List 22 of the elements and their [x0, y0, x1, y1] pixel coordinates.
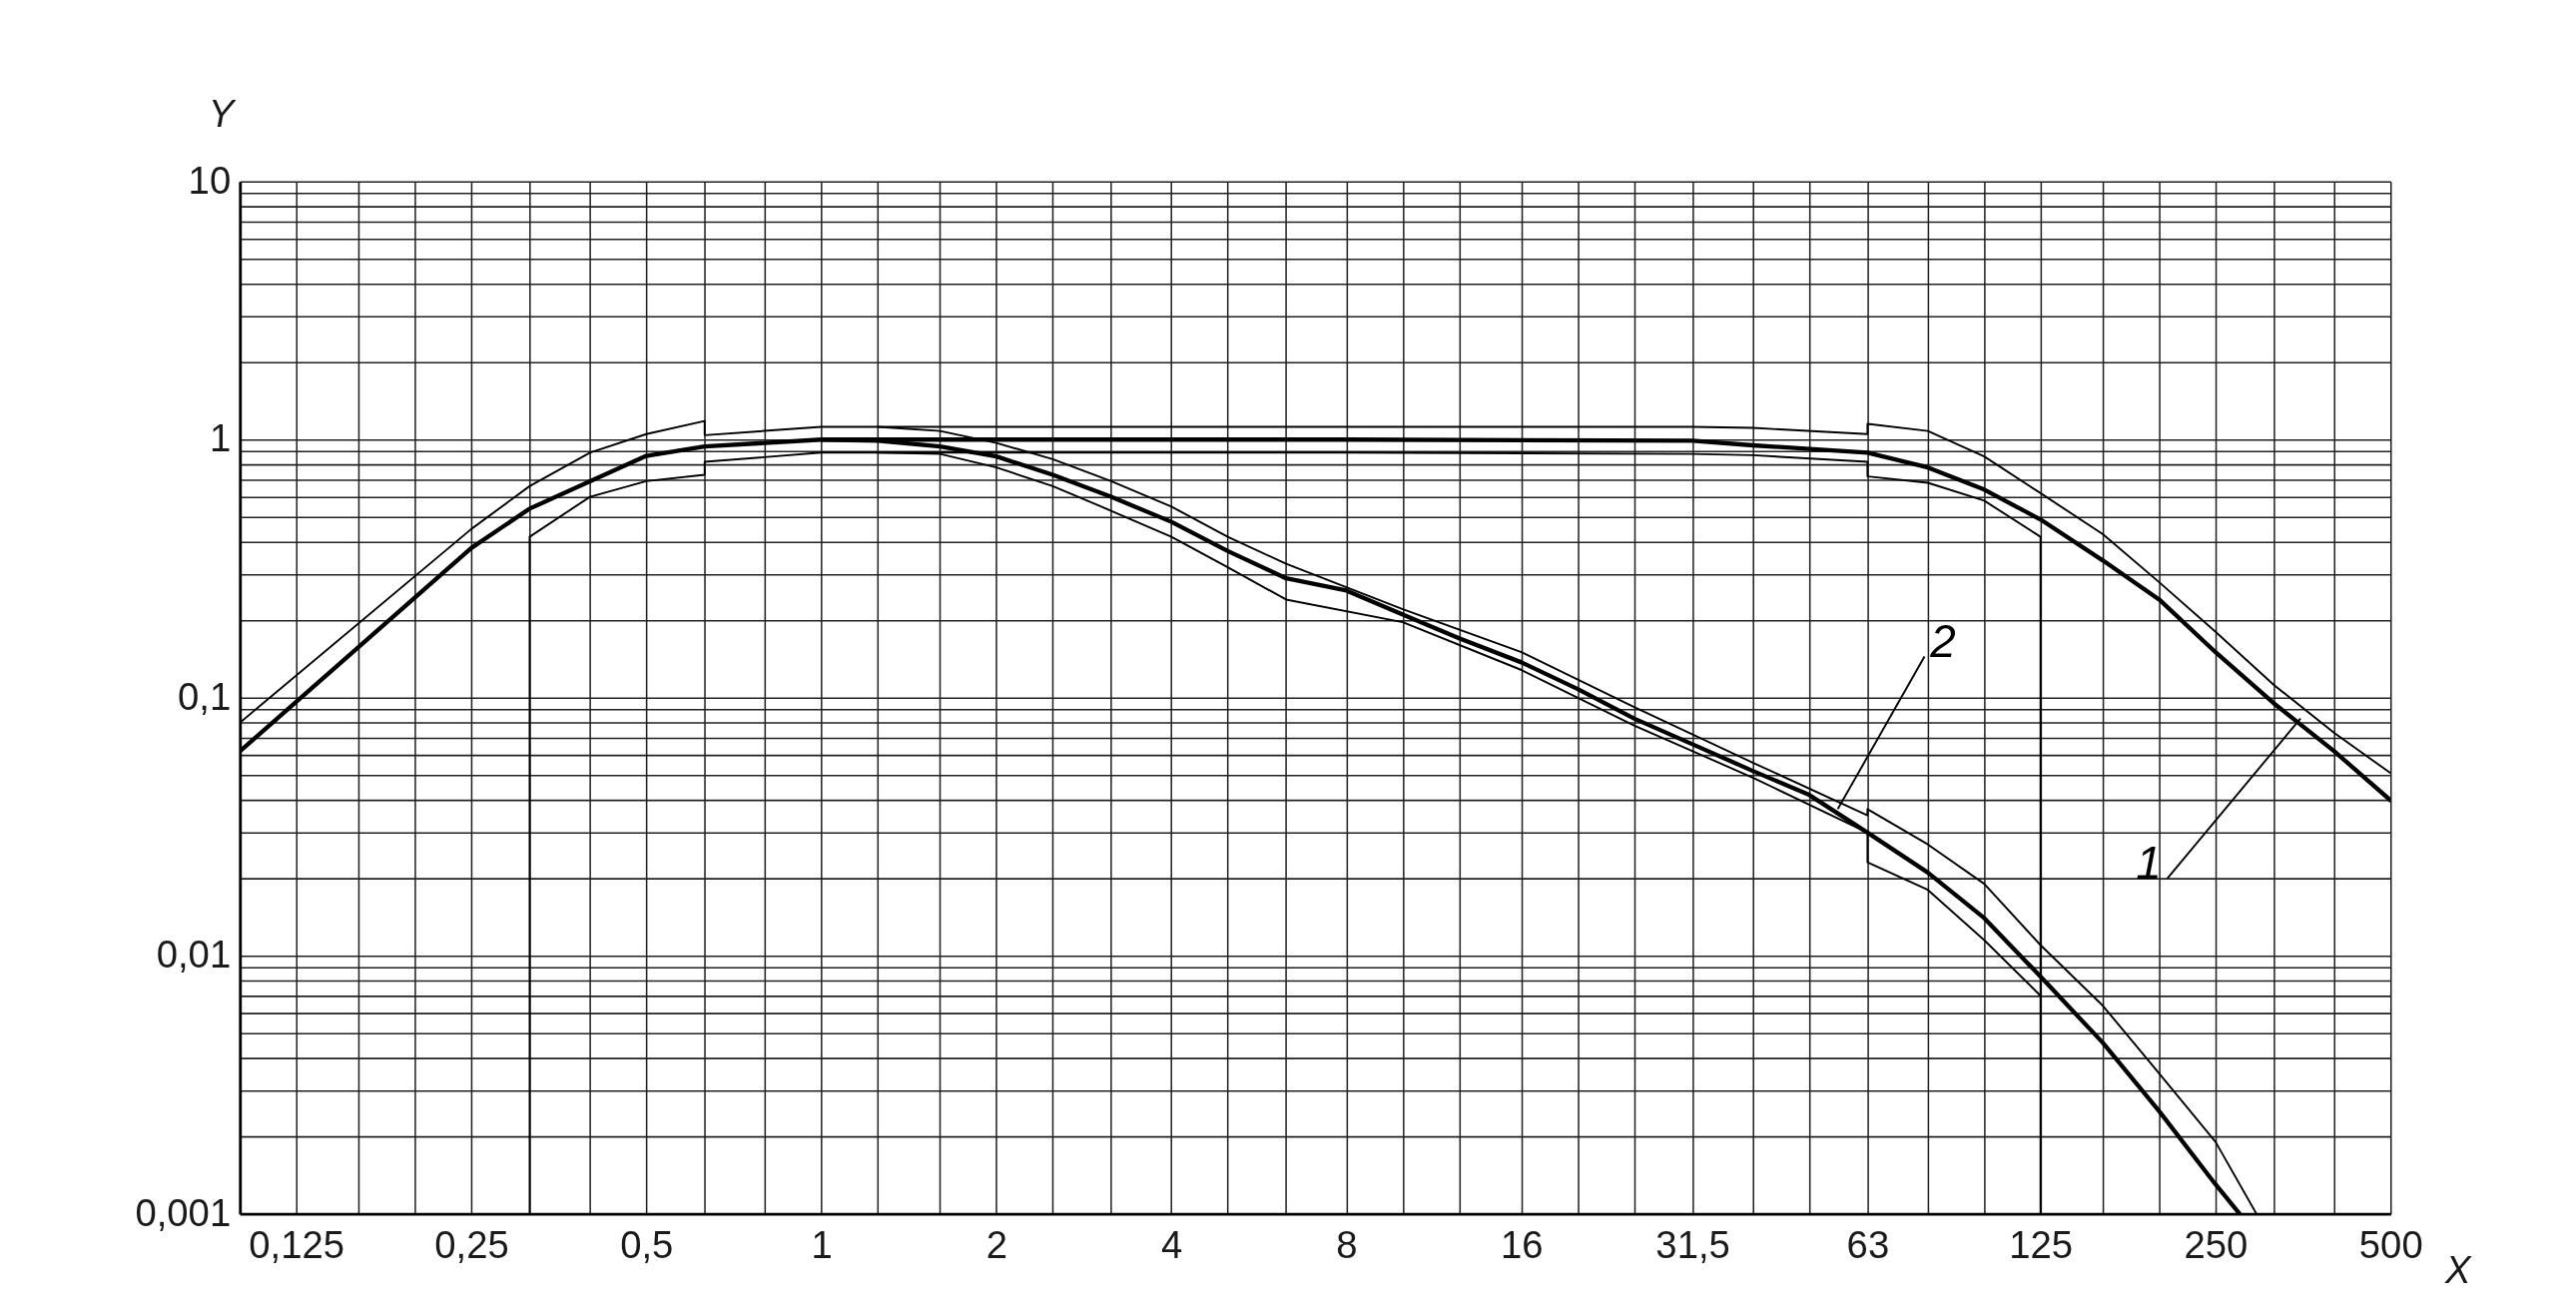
x-tick-label: 500	[2358, 1223, 2423, 1267]
y-tick-label: 1	[209, 416, 232, 460]
y-tick-label: 10	[188, 158, 232, 202]
x-tick-label: 31,5	[1655, 1223, 1730, 1267]
x-tick-label: 0,25	[434, 1223, 509, 1267]
x-tick-label: 0,5	[620, 1223, 674, 1267]
x-tick-label: 125	[2009, 1223, 2074, 1267]
y-axis-title: Y	[208, 91, 237, 135]
annotation: 2	[1929, 614, 1956, 667]
x-tick-label: 4	[1161, 1223, 1183, 1267]
x-axis-title: X	[2444, 1248, 2472, 1292]
x-tick-label: 63	[1846, 1223, 1890, 1267]
x-tick-label: 2	[985, 1223, 1008, 1267]
y-tick-label: 0,01	[156, 933, 232, 977]
x-tick-label: 8	[1336, 1223, 1358, 1267]
y-tick-label: 0,1	[177, 674, 232, 718]
y-tick-label: 0,001	[135, 1190, 232, 1234]
x-tick-label: 0,125	[249, 1223, 345, 1267]
annotation: 1	[2136, 836, 2162, 889]
x-tick-label: 16	[1500, 1223, 1544, 1267]
x-tick-label: 250	[2184, 1223, 2249, 1267]
x-tick-label: 1	[811, 1223, 833, 1267]
